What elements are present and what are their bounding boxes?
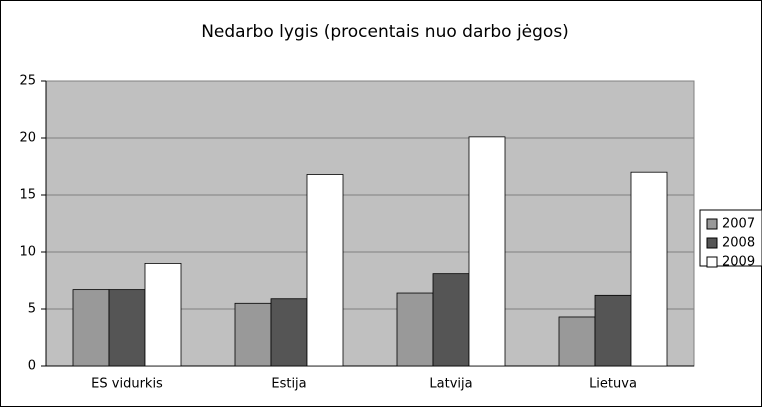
bar xyxy=(594,294,632,367)
x-tick-label: Latvija xyxy=(429,377,472,392)
bar xyxy=(270,298,308,367)
bar xyxy=(144,262,182,367)
x-tick-label: ES vidurkis xyxy=(91,377,163,392)
bar xyxy=(396,292,434,367)
y-tick-label: 0 xyxy=(28,359,36,374)
legend-swatch xyxy=(706,237,718,249)
chart-title: Nedarbo lygis (procentais nuo darbo jėgo… xyxy=(201,22,569,42)
y-tick-label: 25 xyxy=(19,74,36,89)
bar xyxy=(234,302,272,367)
legend-swatch xyxy=(706,256,718,268)
bar xyxy=(306,174,344,367)
y-tick-label: 20 xyxy=(19,131,36,146)
legend-label: 2008 xyxy=(722,236,755,251)
bar xyxy=(558,316,596,367)
bar xyxy=(468,136,506,367)
y-tick-label: 15 xyxy=(19,188,36,203)
x-tick-label: Estija xyxy=(271,377,306,392)
bar xyxy=(72,289,110,367)
x-tick-label: Lietuva xyxy=(589,377,637,392)
y-tick-label: 10 xyxy=(19,245,36,260)
legend-swatch xyxy=(706,218,718,230)
bar xyxy=(630,171,668,367)
y-tick-label: 5 xyxy=(28,302,36,317)
bar xyxy=(108,289,146,367)
legend-label: 2007 xyxy=(722,217,755,232)
bar xyxy=(432,273,470,367)
legend-label: 2009 xyxy=(722,255,755,270)
